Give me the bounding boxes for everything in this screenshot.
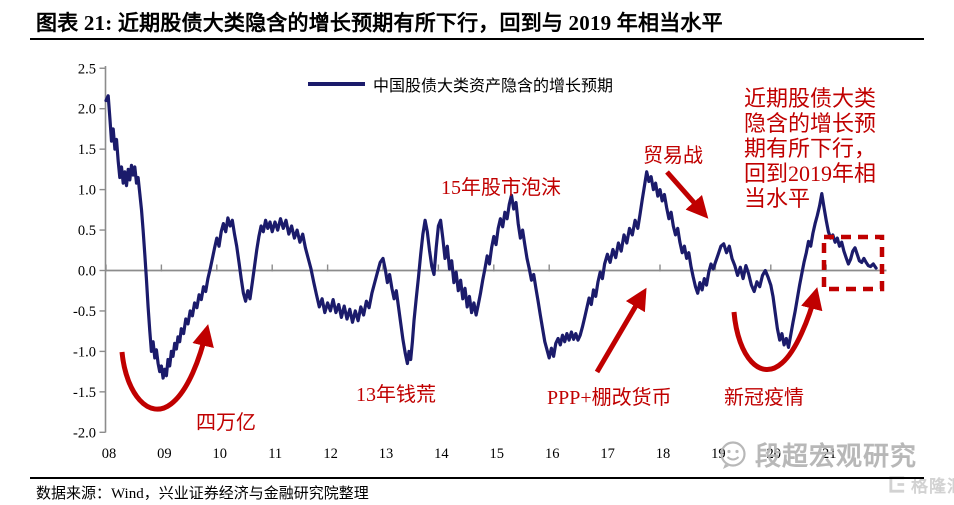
x-axis-label: 08 (102, 446, 117, 462)
gelonghui-logo-text: 格隆汇 (911, 477, 954, 496)
annotation-trade-war: 贸易战 (643, 145, 703, 167)
annotation-2013-money-shortage: 13年钱荒 (356, 384, 436, 406)
footer-divider (30, 477, 924, 479)
annotation-side-note: 近期股债大类 隐含的增长预 期有所下行， 回到2019年相 当水平 (744, 86, 877, 211)
x-axis-label: 16 (545, 446, 560, 462)
x-axis-label: 13 (379, 446, 394, 462)
legend-label: 中国股债大类资产隐含的增长预期 (373, 78, 614, 95)
x-axis-label: 12 (323, 446, 338, 462)
y-axis-label: -2.0 (73, 425, 96, 441)
x-axis-label: 15 (490, 446, 505, 462)
chart-legend: 中国股债大类资产隐含的增长预期 (308, 72, 613, 96)
y-axis-label: 0.5 (78, 223, 96, 239)
x-axis-label: 09 (157, 446, 172, 462)
y-axis-label: 1.5 (78, 142, 96, 158)
annotation-ppp: PPP+棚改货币 (547, 387, 672, 409)
x-axis-label: 20 (767, 446, 782, 462)
page-title: 图表 21: 近期股债大类隐含的增长预期有所下行，回到与 2019 年相当水平 (36, 11, 723, 35)
covid-arrow (731, 287, 823, 372)
y-axis-label: 0.0 (78, 264, 96, 280)
title-divider (30, 38, 924, 41)
x-axis-label: 18 (656, 446, 671, 462)
annotation-siwanyi: 四万亿 (196, 412, 256, 434)
y-axis-label: 2.5 (78, 61, 96, 77)
y-axis-label: -1.0 (73, 344, 96, 360)
x-axis-label: 11 (268, 446, 282, 462)
highlight-dashed-box (821, 234, 885, 292)
tradewar-arrow (665, 170, 709, 219)
y-axis-label: -0.5 (73, 304, 96, 320)
y-axis-label: 1.0 (78, 183, 96, 199)
x-axis-label: 21 (822, 446, 837, 462)
x-axis-label: 10 (213, 446, 228, 462)
wechat-smiley-icon (720, 440, 746, 469)
gelonghui-logo: 格隆汇 (888, 472, 954, 497)
data-source: 数据来源：Wind，兴业证券经济与金融研究院整理 (36, 486, 369, 502)
y-axis-label: 2.0 (78, 102, 96, 118)
ppp-arrow (594, 287, 647, 374)
siwanyi-arrow (119, 324, 214, 412)
x-axis-label: 17 (600, 446, 615, 462)
y-axis-label: -1.5 (73, 385, 96, 401)
series-line (104, 94, 878, 380)
annotation-covid: 新冠疫情 (724, 387, 804, 409)
watermark-text: 段超宏观研究 (755, 442, 918, 471)
legend-line-swatch (308, 82, 365, 86)
annotation-2015-bubble: 15年股市泡沫 (441, 177, 561, 199)
watermark: 段超宏观研究 (717, 436, 917, 473)
x-axis-label: 14 (434, 446, 449, 462)
